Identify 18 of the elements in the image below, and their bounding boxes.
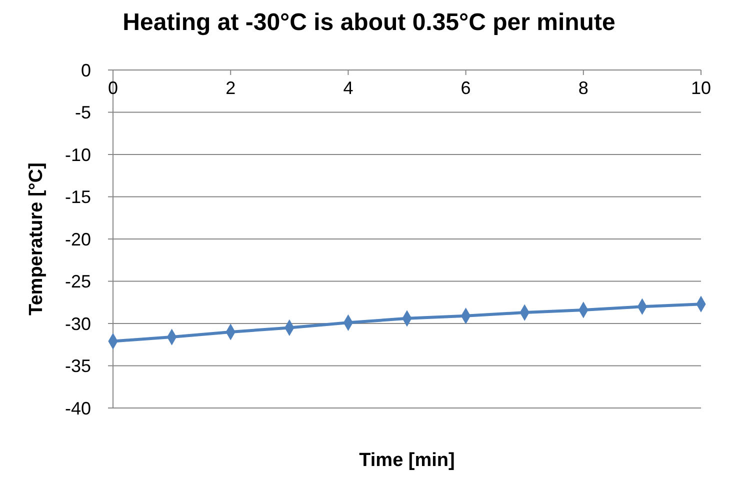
y-axis-title: Temperature [°C] bbox=[26, 162, 47, 316]
chart-title: Heating at -30°C is about 0.35°C per minute bbox=[122, 9, 616, 36]
y-tick-label: -30 bbox=[64, 314, 91, 334]
x-tick-label: 4 bbox=[343, 78, 354, 98]
x-tick-label: 6 bbox=[460, 78, 471, 98]
x-axis-title: Time [min] bbox=[359, 450, 455, 471]
y-tick-label: -20 bbox=[64, 229, 91, 250]
y-tick-label: -5 bbox=[74, 102, 91, 123]
x-tick-label: 10 bbox=[690, 78, 712, 98]
x-tick-label: 2 bbox=[226, 78, 236, 98]
y-tick-label: -15 bbox=[64, 187, 91, 208]
y-tick-label: -40 bbox=[64, 398, 91, 418]
x-tick-label: 0 bbox=[108, 78, 118, 98]
y-tick-label: 0 bbox=[80, 60, 91, 80]
y-tick-label: -10 bbox=[64, 144, 91, 165]
x-tick-label: 8 bbox=[578, 78, 588, 98]
y-tick-label: -35 bbox=[64, 356, 91, 376]
y-tick-label: -25 bbox=[64, 272, 91, 292]
